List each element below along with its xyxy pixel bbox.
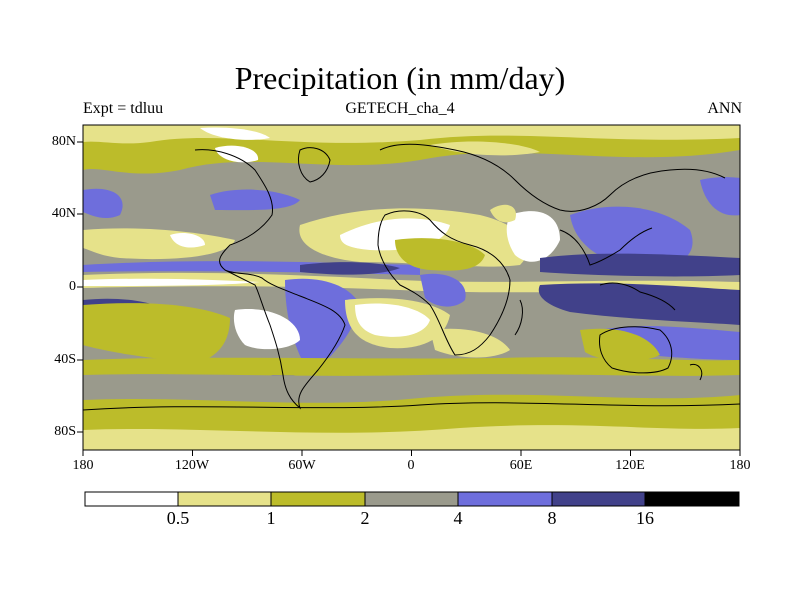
axis-ticks bbox=[77, 141, 741, 456]
colorbar-label-4: 4 bbox=[453, 508, 463, 528]
colorbar-box-2 bbox=[270, 491, 366, 507]
colorbar bbox=[84, 491, 740, 507]
lon-label-180e: 180 bbox=[729, 458, 751, 473]
colorbar-label-1: 1 bbox=[266, 508, 276, 528]
map-title: Precipitation (in mm/day) bbox=[234, 60, 566, 96]
experiment-label: Expt = tdluu bbox=[83, 100, 164, 117]
colorbar-label-2: 2 bbox=[360, 508, 370, 528]
lat-label-40n: 40N bbox=[51, 206, 76, 221]
colorbar-label-8: 8 bbox=[547, 508, 557, 528]
contour-fill-layer bbox=[83, 125, 740, 450]
colorbar-label-0-5: 0.5 bbox=[166, 508, 190, 528]
lon-label-120w: 120W bbox=[174, 458, 210, 473]
lon-label-180w: 180 bbox=[72, 458, 94, 473]
colorbar-label-16: 16 bbox=[636, 508, 654, 528]
lon-label-0: 0 bbox=[407, 458, 415, 473]
lat-label-40s: 40S bbox=[54, 352, 76, 367]
lat-label-0: 0 bbox=[69, 279, 76, 294]
colorbar-box-0 bbox=[84, 491, 179, 507]
colorbar-box-1 bbox=[177, 491, 272, 507]
dataset-label: GETECH_cha_4 bbox=[345, 100, 455, 117]
coastlines bbox=[83, 143, 740, 411]
lat-label-80s: 80S bbox=[54, 424, 76, 439]
colorbar-box-5 bbox=[551, 491, 646, 507]
season-label: ANN bbox=[707, 100, 742, 117]
lat-label-80n: 80N bbox=[51, 134, 76, 149]
lon-label-60w: 60W bbox=[288, 458, 316, 473]
lon-label-60e: 60E bbox=[509, 458, 533, 473]
lon-label-120e: 120E bbox=[615, 458, 645, 473]
colorbar-box-3 bbox=[364, 491, 459, 507]
colorbar-box-4 bbox=[457, 491, 553, 507]
colorbar-box-6 bbox=[644, 491, 740, 507]
